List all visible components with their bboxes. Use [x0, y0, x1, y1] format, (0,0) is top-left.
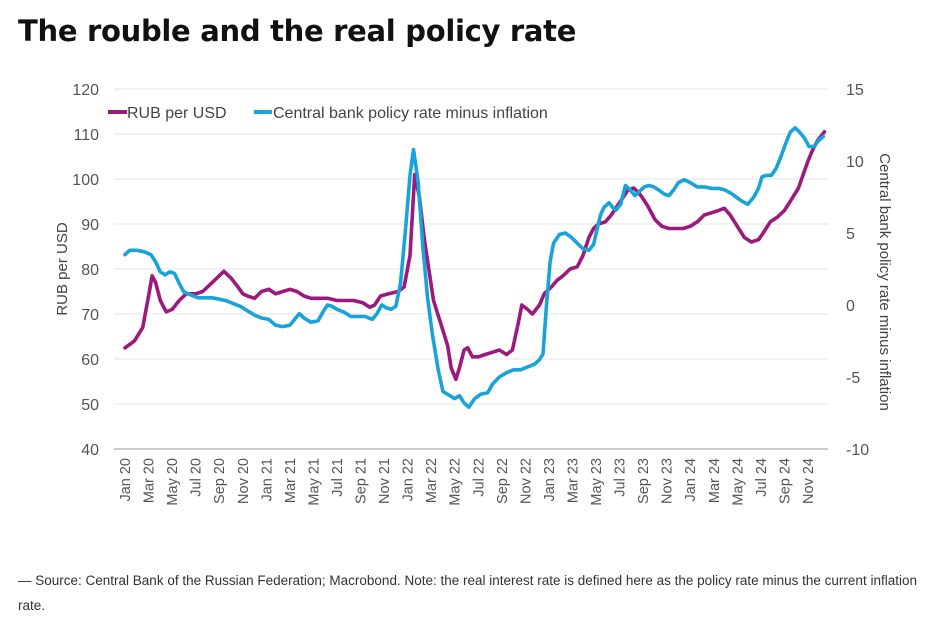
chart: 40 50 60 70 80 90 100 110 120 -10 -5 0 5 10 15 Jan 20…	[54, 82, 893, 506]
x-tick-label: Mar 24	[707, 458, 723, 503]
x-tick-label: May 21	[306, 458, 322, 506]
x-tick-label: Jul 22	[471, 458, 487, 497]
legend-label-rate: Central bank policy rate minus inflation	[273, 105, 548, 122]
left-axis-label: RUB per USD	[54, 222, 71, 316]
right-tick-label: 0	[846, 298, 855, 315]
right-tick-label: 15	[846, 82, 864, 99]
x-tick-label: Jul 24	[754, 458, 770, 497]
x-tick-label: Jan 23	[542, 458, 558, 502]
x-tick-label: Jan 22	[401, 458, 417, 502]
right-tick-label: -5	[846, 370, 860, 387]
x-axis-ticks: Jan 20 Mar 20 May 20 Jul 20 Sep 20 Nov 20 Jan …	[118, 458, 817, 506]
right-axis-label: Central bank policy rate minus inflation	[876, 153, 893, 411]
x-tick-label: Sep 23	[636, 458, 652, 504]
left-tick-label: 50	[81, 397, 99, 414]
left-tick-label: 60	[81, 352, 99, 369]
chart-title: The rouble and the real policy rate	[18, 14, 577, 48]
left-tick-label: 100	[72, 172, 99, 189]
left-tick-label: 70	[81, 307, 99, 324]
x-tick-label: Jul 20	[189, 458, 205, 497]
right-tick-label: -10	[846, 442, 869, 459]
series-lines	[123, 126, 827, 409]
x-tick-label: Nov 23	[660, 458, 676, 504]
x-tick-label: Jan 21	[259, 458, 275, 502]
x-tick-label: Sep 21	[354, 458, 370, 504]
x-tick-label: Sep 22	[495, 458, 511, 504]
x-tick-label: Jul 21	[330, 458, 346, 497]
x-tick-label: Mar 20	[142, 458, 158, 503]
legend-label-rub: RUB per USD	[127, 105, 227, 122]
right-tick-label: 10	[846, 154, 864, 171]
x-tick-label: Nov 24	[801, 458, 817, 504]
left-tick-label: 80	[81, 262, 99, 279]
series-line-rub-per-usd	[123, 130, 827, 382]
x-tick-label: May 22	[448, 458, 464, 506]
x-tick-label: Mar 23	[565, 458, 581, 503]
x-tick-label: Nov 20	[236, 458, 252, 504]
x-tick-label: May 20	[165, 458, 181, 506]
left-axis-ticks: 40 50 60 70 80 90 100 110 120	[72, 82, 99, 459]
left-tick-label: 40	[81, 442, 99, 459]
x-tick-label: Sep 24	[777, 458, 793, 504]
x-tick-label: Sep 20	[212, 458, 228, 504]
gridlines	[114, 88, 828, 405]
x-tick-label: Jul 23	[613, 458, 629, 497]
x-tick-label: Nov 21	[377, 458, 393, 504]
left-tick-label: 110	[73, 127, 99, 144]
x-tick-label: Mar 21	[283, 458, 299, 503]
x-tick-label: May 23	[589, 458, 605, 506]
x-tick-label: Mar 22	[424, 458, 440, 503]
x-tick-label: Nov 22	[518, 458, 534, 504]
legend: RUB per USD Central bank policy rate min…	[108, 105, 548, 122]
x-tick-label: Jan 20	[118, 458, 134, 502]
x-tick-label: Jan 24	[683, 458, 699, 502]
x-tick-label: May 24	[730, 458, 746, 506]
right-tick-label: 5	[846, 226, 855, 243]
source-note: — Source: Central Bank of the Russian Fe…	[18, 573, 917, 613]
right-axis-ticks: -10 -5 0 5 10 15	[846, 82, 869, 459]
series-line-real-policy-rate	[123, 126, 826, 409]
left-tick-label: 90	[81, 217, 99, 234]
left-tick-label: 120	[72, 82, 99, 99]
